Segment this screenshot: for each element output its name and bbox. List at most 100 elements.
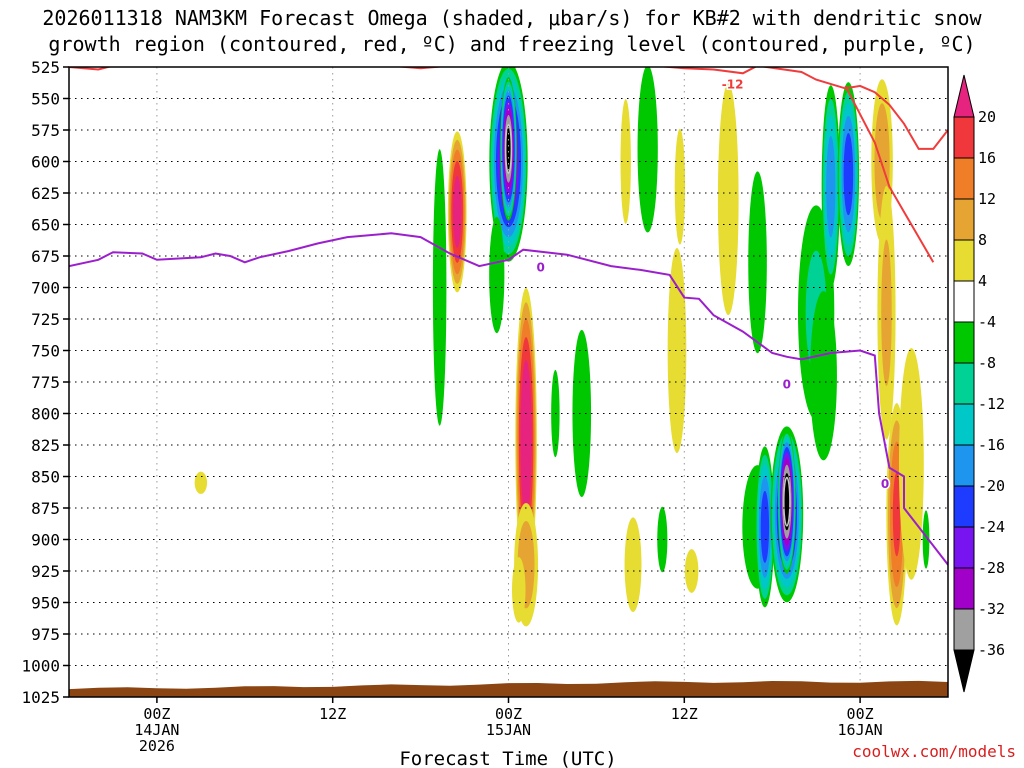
omega-cell-band bbox=[194, 471, 208, 494]
colorbar-band-13 bbox=[953, 608, 975, 651]
x-tick-label-48-0: 00Z bbox=[847, 705, 874, 723]
colorbar-band-7 bbox=[953, 362, 975, 405]
omega-cell-band bbox=[717, 83, 739, 316]
x-tick-label-48-1: 16JAN bbox=[838, 721, 883, 739]
omega-cell-32 bbox=[898, 348, 924, 580]
omega-cell-band bbox=[505, 124, 512, 173]
omega-cell-3 bbox=[432, 149, 447, 426]
y-tick-label-1000: 1000 bbox=[21, 657, 60, 676]
y-tick-label-800: 800 bbox=[31, 405, 60, 424]
omega-cell-band bbox=[881, 239, 892, 386]
colorbar-band-9 bbox=[953, 444, 975, 487]
omega-cell-band bbox=[432, 149, 447, 426]
omega-cell-24 bbox=[777, 429, 796, 574]
omega-cell-18 bbox=[684, 549, 699, 593]
x-tick-label-0-0: 00Z bbox=[143, 705, 170, 723]
y-tick-label-850: 850 bbox=[31, 468, 60, 487]
omega-cell-8 bbox=[489, 216, 505, 334]
omega-cell-band bbox=[674, 128, 686, 245]
chart-title-line-1: 2026011318 NAM3KM Forecast Omega (shaded… bbox=[42, 6, 982, 30]
colorbar-band-11 bbox=[953, 526, 975, 569]
omega-cell-19 bbox=[717, 83, 739, 316]
omega-cell-22 bbox=[755, 446, 775, 608]
omega-cell-band bbox=[453, 175, 462, 248]
y-tick-label-950: 950 bbox=[31, 594, 60, 613]
omega-cell-band bbox=[667, 248, 687, 453]
y-tick-label-725: 725 bbox=[31, 310, 60, 329]
omega-cell-20 bbox=[748, 171, 767, 354]
colorbar-label-2: 12 bbox=[978, 190, 996, 208]
y-tick-label-625: 625 bbox=[31, 184, 60, 203]
colorbar-top-triangle bbox=[953, 74, 975, 118]
omega-cell-30 bbox=[877, 185, 896, 440]
colorbar-band-6 bbox=[953, 321, 975, 364]
omega-cell-band bbox=[826, 135, 836, 238]
freezing-level-line bbox=[69, 232, 948, 566]
omega-cell-16 bbox=[624, 517, 642, 612]
omega-shading-layer bbox=[194, 67, 930, 627]
colorbar-label-12: -32 bbox=[978, 600, 1005, 618]
freezing-label-1: 0 bbox=[537, 260, 545, 274]
omega-cell-band bbox=[810, 291, 837, 461]
credit-text[interactable]: coolwx.com/models bbox=[852, 742, 1016, 761]
omega-cell-outline bbox=[504, 123, 513, 174]
omega-colorbar: 20 16 12 8 4 -4 -8 -12 -16 -20 -24 -28 -32 -36 bbox=[953, 74, 1005, 693]
colorbar-label-4: 4 bbox=[978, 272, 987, 290]
omega-cell-band bbox=[511, 557, 526, 623]
y-tick-label-550: 550 bbox=[31, 90, 60, 109]
x-axis-label: Forecast Time (UTC) bbox=[399, 748, 616, 768]
colorbar-label-5: -4 bbox=[978, 313, 996, 331]
grid-layer bbox=[69, 66, 948, 698]
omega-cell-band bbox=[898, 348, 924, 580]
x-tick-label-24-1: 15JAN bbox=[486, 721, 531, 739]
x-tick-label-0-2: 2026 bbox=[139, 737, 175, 755]
colorbar-label-3: 8 bbox=[978, 231, 987, 249]
y-tick-label-875: 875 bbox=[31, 499, 60, 518]
omega-cell-band bbox=[684, 549, 699, 593]
colorbar-band-8 bbox=[953, 403, 975, 446]
y-tick-label-525: 525 bbox=[31, 58, 60, 77]
omega-cell-band bbox=[760, 490, 770, 563]
omega-cell-band bbox=[520, 360, 532, 518]
x-tick-label-24-0: 00Z bbox=[495, 705, 522, 723]
omega-cell-band bbox=[922, 510, 930, 569]
contour-layer: -12 0 0 0 bbox=[69, 67, 948, 566]
x-tick-label-0-1: 14JAN bbox=[134, 721, 179, 739]
freezing-label-2: 0 bbox=[783, 378, 791, 392]
y-tick-label-900: 900 bbox=[31, 531, 60, 550]
omega-cell-band bbox=[637, 67, 658, 233]
omega-cell-27 bbox=[837, 82, 860, 267]
colorbar-band-3 bbox=[953, 198, 975, 241]
colorbar-label-1: 16 bbox=[978, 149, 996, 167]
colorbar-label-11: -28 bbox=[978, 559, 1005, 577]
x-tick-label-36-0: 12Z bbox=[671, 705, 698, 723]
omega-cell-outline bbox=[783, 476, 791, 527]
omega-cell-17 bbox=[657, 506, 668, 573]
omega-cell-band bbox=[843, 132, 854, 216]
omega-cell-5 bbox=[500, 77, 517, 221]
colorbar-label-13: -36 bbox=[978, 641, 1005, 659]
x-tick-label-12-0: 12Z bbox=[319, 705, 346, 723]
dgz-contour-line bbox=[69, 67, 948, 150]
y-tick-label-675: 675 bbox=[31, 247, 60, 266]
omega-cell-33 bbox=[922, 510, 930, 569]
y-tick-label-825: 825 bbox=[31, 436, 60, 455]
terrain-surface bbox=[69, 680, 948, 697]
omega-cell-band bbox=[572, 329, 592, 498]
omega-cell-26 bbox=[821, 85, 840, 289]
pressure-axis: 525 550 575 600 625 650 675 700 725 750 775 800 825 8… bbox=[21, 58, 69, 707]
y-tick-label-650: 650 bbox=[31, 216, 60, 235]
omega-cell-band bbox=[624, 517, 642, 612]
omega-cell-11 bbox=[572, 329, 592, 498]
colorbar-band-10 bbox=[953, 485, 975, 528]
omega-cell-6 bbox=[515, 288, 537, 590]
colorbar-band-4 bbox=[953, 239, 975, 282]
colorbar-label-9: -20 bbox=[978, 477, 1005, 495]
y-tick-label-600: 600 bbox=[31, 153, 60, 172]
omega-cell-14 bbox=[667, 248, 687, 453]
terrain-layer bbox=[69, 680, 948, 697]
colorbar-label-7: -12 bbox=[978, 395, 1005, 413]
freezing-label-3: 0 bbox=[881, 477, 889, 491]
omega-cell-28 bbox=[810, 291, 837, 461]
